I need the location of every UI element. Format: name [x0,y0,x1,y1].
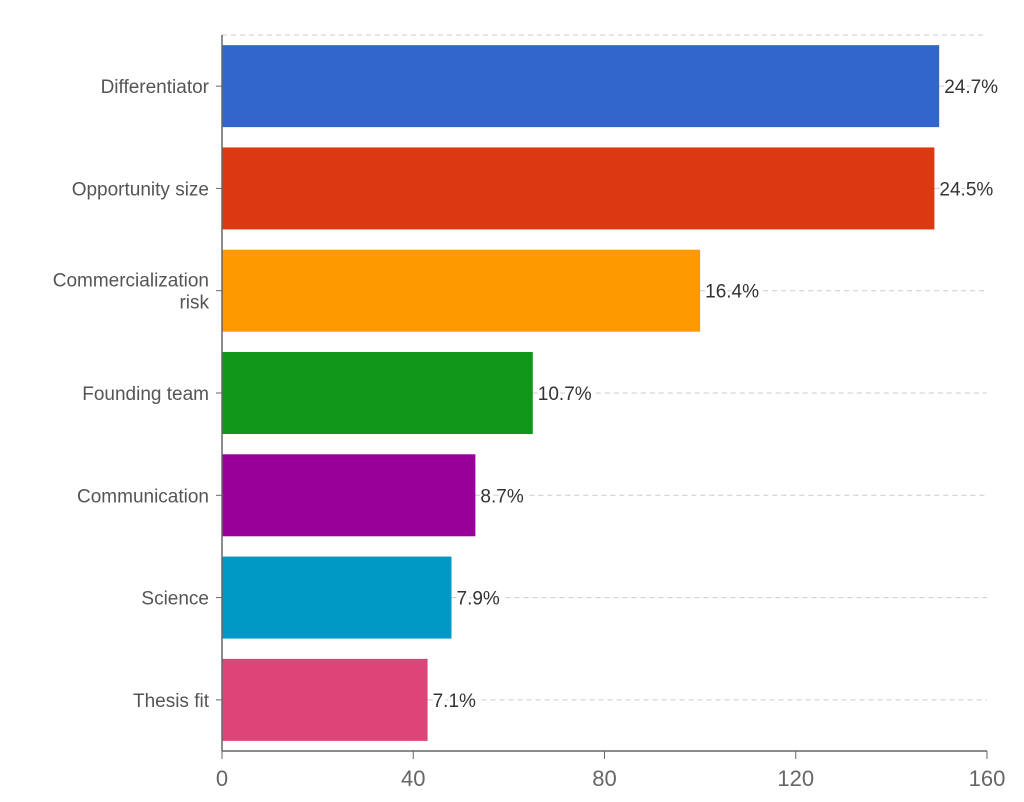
x-tick-label: 160 [969,766,1006,791]
category-label: risk [179,293,209,314]
bar-science [222,556,452,639]
category-label: Commercialization [53,271,209,292]
bar-communication [222,454,476,537]
category-label: Differentiator [101,77,210,98]
category-label: Opportunity size [72,179,209,200]
data-label: 10.7% [538,384,592,405]
bar-commercialization-risk [222,249,701,332]
data-label: 24.5% [939,179,993,200]
category-label: Science [141,589,209,610]
x-tick-label: 120 [777,766,814,791]
category-label: Founding team [82,384,209,405]
data-label: 24.7% [944,77,998,98]
bar-thesis-fit [222,658,428,741]
bar-founding-team [222,352,533,434]
x-tick-label: 0 [216,766,228,791]
data-label: 7.1% [433,691,476,712]
data-label: 8.7% [480,486,523,507]
category-label: Thesis fit [133,691,210,712]
data-label: 7.9% [457,589,500,610]
data-label: 16.4% [705,282,759,303]
bar-opportunity-size [222,147,935,230]
bar-differentiator [222,45,940,128]
x-tick-label: 80 [592,766,616,791]
x-tick-label: 40 [401,766,425,791]
category-label: Communication [77,486,209,507]
